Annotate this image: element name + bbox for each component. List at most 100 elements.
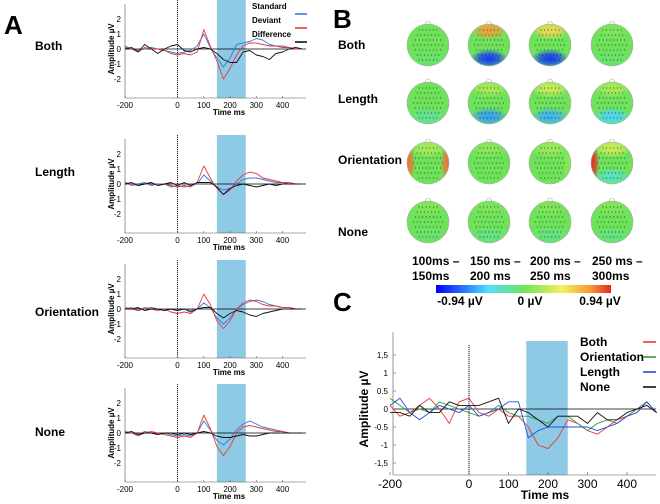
electrode-dot — [618, 221, 620, 223]
electrode-dot — [558, 107, 560, 109]
electrode-dot — [558, 206, 560, 208]
electrode-dot — [620, 107, 622, 109]
electrode-dot — [554, 87, 556, 89]
electrode-dot — [620, 59, 622, 61]
electrode-dot — [609, 167, 611, 169]
electrode-dot — [429, 226, 431, 228]
topomap-fill — [468, 142, 510, 184]
topomap-activation — [409, 107, 447, 124]
y-tick-label: -1,5 — [374, 459, 388, 468]
electrode-dot — [597, 44, 599, 46]
electrode-dot — [607, 92, 609, 94]
electrode-dot — [423, 112, 425, 114]
x-tick-label: 300 — [250, 236, 264, 245]
electrode-dot — [413, 102, 415, 104]
electrode-dot — [479, 29, 481, 31]
electrode-dot — [425, 39, 427, 41]
electrode-dot — [549, 162, 551, 164]
electrode-dot — [544, 97, 546, 99]
panel-b-label: B — [333, 4, 352, 34]
electrode-dot — [432, 226, 434, 228]
electrode-dot — [547, 157, 549, 159]
electrode-dot — [481, 152, 483, 154]
electrode-dot — [483, 157, 485, 159]
electrode-dot — [618, 162, 620, 164]
electrode-dot — [420, 54, 422, 56]
series-line-orientation — [389, 397, 657, 432]
series-line-difference — [124, 431, 303, 438]
electrode-dot — [602, 87, 604, 89]
electrode-dot — [422, 226, 424, 228]
electrode-dot — [425, 147, 427, 149]
electrode-dot — [551, 226, 553, 228]
electrode-dot — [607, 152, 609, 154]
electrode-dot — [479, 206, 481, 208]
electrode-dot — [495, 172, 497, 174]
x-tick-label: 200 — [223, 101, 237, 110]
electrode-dot — [436, 206, 438, 208]
electrode-dot — [613, 206, 615, 208]
electrode-dot — [615, 231, 617, 233]
electrode-dot — [490, 29, 492, 31]
electrode-dot — [425, 59, 427, 61]
electrode-dot — [556, 54, 558, 56]
electrode-dot — [613, 107, 615, 109]
electrode-dot — [615, 162, 617, 164]
electrode-dot — [547, 107, 549, 109]
x-tick-label: 100 — [197, 236, 211, 245]
electrode-dot — [542, 162, 544, 164]
series-line-length — [389, 397, 657, 439]
electrode-dot — [562, 39, 564, 41]
electrode-dot — [422, 167, 424, 169]
head-outline — [528, 81, 572, 125]
electrode-dot — [602, 177, 604, 179]
y-tick-label: 2 — [117, 399, 122, 408]
electrode-dot — [622, 92, 624, 94]
electrode-dot — [427, 211, 429, 213]
electrode-dot — [536, 167, 538, 169]
electrode-dot — [418, 107, 420, 109]
electrode-dot — [497, 226, 499, 228]
topomap-both-2 — [528, 20, 572, 67]
electrode-dot — [611, 34, 613, 36]
electrode-dot — [554, 157, 556, 159]
electrode-dot — [429, 167, 431, 169]
electrode-dot — [542, 102, 544, 104]
electrode-dot — [416, 172, 418, 174]
electrode-dot — [600, 221, 602, 223]
nose-icon — [608, 197, 616, 202]
electrode-dot — [606, 157, 608, 159]
electrode-dot — [551, 206, 553, 208]
electrode-dot — [547, 167, 549, 169]
electrode-dot — [490, 107, 492, 109]
electrode-dot — [620, 206, 622, 208]
electrode-dot — [547, 49, 549, 51]
electrode-dot — [495, 44, 497, 46]
electrode-dot — [618, 54, 620, 56]
electrode-dot — [553, 92, 555, 94]
electrode-dot — [418, 29, 420, 31]
electrode-dot — [616, 206, 618, 208]
electrode-dot — [600, 44, 602, 46]
legend-label-standard: Standard — [252, 2, 287, 11]
row-label-orientation: Orientation — [35, 305, 99, 319]
electrode-dot — [535, 102, 537, 104]
electrode-dot — [493, 29, 495, 31]
y-tick-label: 1,5 — [377, 351, 389, 360]
topomap-both-1 — [467, 20, 511, 67]
electrode-dot — [549, 172, 551, 174]
electrode-dot — [486, 117, 488, 119]
electrode-dot — [536, 97, 538, 99]
electrode-dot — [440, 107, 442, 109]
electrode-dot — [625, 221, 627, 223]
electrode-dot — [615, 172, 617, 174]
electrode-dot — [423, 44, 425, 46]
electrode-dot — [549, 221, 551, 223]
electrode-dot — [606, 87, 608, 89]
electrode-dot — [606, 236, 608, 238]
electrode-dot — [492, 92, 494, 94]
electrode-dot — [563, 44, 565, 46]
electrode-dot — [495, 112, 497, 114]
electrode-dot — [490, 117, 492, 119]
electrode-dot — [441, 44, 443, 46]
